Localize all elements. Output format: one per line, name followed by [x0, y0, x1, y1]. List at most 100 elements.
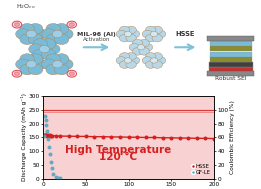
Circle shape	[116, 57, 127, 64]
Point	[50, 167, 54, 170]
Point	[46, 134, 50, 137]
Point	[75, 135, 79, 138]
Point	[48, 134, 52, 137]
Circle shape	[146, 61, 156, 68]
Point	[54, 134, 58, 137]
Point	[44, 118, 48, 121]
Point	[47, 134, 51, 137]
Point	[54, 175, 58, 178]
X-axis label: Cycle Number (N): Cycle Number (N)	[97, 188, 160, 189]
Circle shape	[41, 39, 56, 49]
Circle shape	[150, 58, 158, 63]
Point	[50, 134, 54, 137]
Point	[178, 136, 182, 139]
Circle shape	[146, 53, 156, 60]
Y-axis label: Coulombic Efficiency (%): Coulombic Efficiency (%)	[230, 101, 235, 174]
Circle shape	[32, 59, 47, 70]
Circle shape	[28, 34, 43, 45]
Point	[44, 133, 49, 136]
Circle shape	[16, 59, 30, 70]
Point	[135, 136, 139, 139]
Text: H$_2$O$_{co}$: H$_2$O$_{co}$	[16, 2, 36, 11]
Circle shape	[46, 23, 61, 34]
Circle shape	[54, 23, 69, 34]
Point	[44, 124, 49, 127]
Circle shape	[137, 45, 145, 50]
Circle shape	[54, 34, 69, 45]
Circle shape	[54, 64, 69, 75]
Text: Robust SEI: Robust SEI	[215, 76, 247, 81]
Point	[67, 135, 71, 138]
Point	[169, 136, 173, 139]
Point	[186, 136, 191, 139]
Circle shape	[132, 48, 143, 55]
Point	[58, 177, 62, 180]
Point	[161, 136, 165, 139]
Circle shape	[46, 34, 61, 45]
Text: High Temperature: High Temperature	[65, 145, 171, 155]
Point	[203, 137, 207, 140]
Circle shape	[20, 64, 34, 75]
Circle shape	[33, 39, 48, 49]
Circle shape	[146, 26, 156, 34]
Circle shape	[26, 30, 37, 38]
Circle shape	[45, 44, 60, 54]
Circle shape	[120, 53, 130, 60]
Circle shape	[142, 43, 153, 51]
Point	[195, 137, 199, 140]
Point	[43, 114, 47, 117]
Circle shape	[155, 57, 166, 64]
Point	[92, 135, 97, 138]
Point	[46, 137, 50, 140]
Circle shape	[126, 61, 136, 68]
Circle shape	[28, 23, 43, 34]
Bar	[209, 67, 253, 74]
Circle shape	[139, 48, 149, 55]
Bar	[210, 52, 252, 57]
Point	[45, 134, 49, 137]
Circle shape	[129, 43, 140, 51]
Point	[49, 134, 53, 137]
Circle shape	[52, 30, 63, 38]
Circle shape	[129, 57, 140, 64]
Point	[109, 136, 114, 139]
Circle shape	[28, 64, 43, 75]
Circle shape	[42, 29, 56, 39]
Circle shape	[155, 30, 166, 38]
Circle shape	[146, 34, 156, 42]
Circle shape	[16, 29, 30, 39]
Circle shape	[41, 49, 56, 60]
Circle shape	[152, 61, 162, 68]
Point	[42, 135, 46, 138]
Circle shape	[29, 44, 43, 54]
Circle shape	[142, 30, 153, 38]
Circle shape	[152, 34, 162, 42]
Circle shape	[32, 29, 47, 39]
Point	[43, 133, 47, 136]
Point	[152, 136, 156, 139]
Bar	[209, 62, 253, 67]
Point	[49, 160, 53, 163]
Circle shape	[120, 34, 130, 42]
Legend: HSSE, GF-LE: HSSE, GF-LE	[191, 163, 211, 176]
Circle shape	[120, 26, 130, 34]
Circle shape	[33, 49, 48, 60]
Circle shape	[46, 54, 61, 64]
Circle shape	[14, 72, 20, 76]
Point	[212, 137, 216, 140]
Text: Activation: Activation	[83, 37, 110, 42]
Point	[118, 136, 122, 139]
Circle shape	[124, 58, 132, 63]
Circle shape	[152, 53, 162, 60]
Circle shape	[150, 31, 158, 37]
Circle shape	[120, 61, 130, 68]
Circle shape	[39, 45, 50, 53]
Circle shape	[69, 23, 74, 26]
Text: MIL-96 (Al): MIL-96 (Al)	[77, 32, 116, 37]
Y-axis label: Discharge Capacity (mAh g⁻¹): Discharge Capacity (mAh g⁻¹)	[21, 94, 27, 181]
Circle shape	[142, 57, 153, 64]
Circle shape	[69, 72, 74, 76]
Circle shape	[116, 30, 127, 38]
Point	[42, 134, 46, 137]
Circle shape	[20, 34, 34, 45]
